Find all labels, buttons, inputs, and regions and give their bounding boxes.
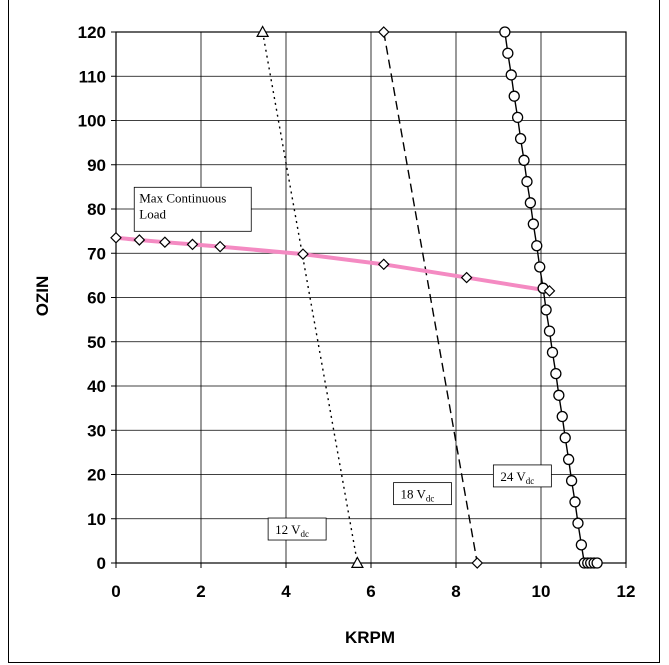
diamond-marker <box>214 240 226 253</box>
circle-marker <box>562 453 575 466</box>
circle-marker <box>531 240 543 252</box>
diamond-marker <box>110 231 122 244</box>
y-tick-label: 10 <box>87 510 106 529</box>
x-tick-label: 10 <box>532 582 551 601</box>
diamond-marker <box>377 258 390 271</box>
y-tick-label: 60 <box>87 289 106 308</box>
series-line <box>383 31 478 564</box>
circle-marker <box>527 218 539 230</box>
circle-marker <box>575 539 588 551</box>
circle-marker <box>546 346 559 359</box>
chart-frame <box>8 0 660 663</box>
x-tick-label: 0 <box>111 582 120 601</box>
circle-marker <box>508 90 520 102</box>
annotation-label: Load <box>139 206 166 221</box>
x-tick-label: 12 <box>617 582 636 601</box>
y-tick-label: 100 <box>78 112 106 131</box>
y-tick-label: 110 <box>79 67 106 86</box>
diamond-marker <box>543 285 556 297</box>
y-tick-label: 90 <box>87 156 106 175</box>
diamond-marker <box>377 26 390 38</box>
triangle-marker <box>256 25 270 38</box>
diamond-marker <box>297 248 309 260</box>
y-tick-label: 70 <box>87 244 106 263</box>
diamond-marker <box>186 238 199 251</box>
annotation-box <box>133 186 252 232</box>
x-tick-label: 6 <box>366 582 375 601</box>
circle-marker <box>499 26 511 38</box>
x-tick-label: 8 <box>451 582 460 601</box>
diamond-marker <box>471 557 484 569</box>
circle-marker <box>550 367 562 380</box>
y-tick-label: 20 <box>87 466 106 485</box>
y-tick-label: 120 <box>78 23 106 42</box>
circle-marker <box>502 47 514 59</box>
annotation-label: 18 Vdc <box>401 487 435 504</box>
circle-marker <box>534 261 546 273</box>
annotation-box <box>492 464 552 488</box>
y-tick-label: 0 <box>97 554 106 573</box>
circle-marker <box>543 325 556 337</box>
diamond-marker <box>133 234 146 246</box>
annotation-box <box>393 482 452 506</box>
circle-marker <box>518 154 530 166</box>
circle-marker <box>569 496 581 508</box>
x-tick-label: 2 <box>196 582 205 601</box>
circle-marker <box>559 432 571 444</box>
x-tick-label: 4 <box>281 582 291 601</box>
y-axis-label: OZIN <box>33 276 52 317</box>
annotation-label: 24 Vdc <box>500 469 534 486</box>
circle-marker <box>591 557 603 569</box>
circle-marker <box>524 197 537 209</box>
circle-marker <box>572 517 584 529</box>
circle-marker <box>540 304 552 316</box>
y-tick-label: 50 <box>87 333 106 352</box>
circle-marker <box>521 175 533 188</box>
y-tick-label: 40 <box>87 377 106 396</box>
x-axis-label: KRPM <box>345 628 395 647</box>
grid <box>111 31 627 568</box>
annotation-label: 12 Vdc <box>275 522 309 539</box>
annotation-label: Max Continuous <box>139 190 226 205</box>
triangle-marker <box>350 556 364 569</box>
circle-marker <box>556 410 568 423</box>
y-tick-label: 30 <box>87 421 106 440</box>
circle-marker <box>553 389 565 401</box>
circle-marker <box>505 69 517 81</box>
y-tick-label: 80 <box>87 200 106 219</box>
annotation-box <box>267 517 327 541</box>
circle-marker <box>514 132 527 145</box>
diamond-marker <box>460 271 473 284</box>
circle-marker <box>511 111 524 124</box>
diamond-marker <box>159 236 171 249</box>
markers-layer <box>110 25 603 569</box>
circle-marker <box>565 475 578 487</box>
